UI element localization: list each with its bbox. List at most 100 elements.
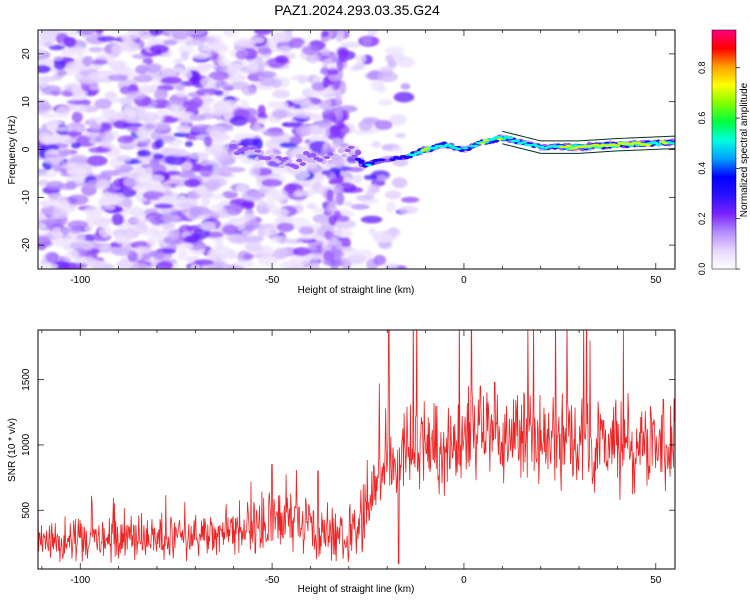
noise-blob — [88, 146, 110, 154]
noise-blob — [335, 221, 345, 230]
noise-blob — [354, 54, 366, 63]
signal-cell — [410, 153, 417, 157]
snr-y-axis-label: SNR (10 * v/v) — [7, 418, 18, 482]
signal-band — [230, 130, 675, 170]
noise-blob — [211, 260, 229, 269]
noise-blob — [292, 247, 311, 257]
noise-blob — [241, 213, 256, 221]
noise-blob — [70, 92, 88, 101]
noise-blob — [184, 140, 194, 147]
noise-blob — [214, 237, 224, 249]
noise-blob — [378, 83, 387, 94]
noise-blob — [143, 180, 163, 191]
noise-blob — [197, 127, 207, 133]
noise-blob — [146, 238, 156, 248]
noise-blob — [193, 259, 214, 266]
signal-cell — [347, 150, 355, 155]
noise-blob — [337, 47, 349, 58]
noise-blob — [98, 245, 114, 254]
noise-blob — [241, 158, 258, 164]
signal-cell — [379, 158, 386, 162]
noise-blob — [256, 199, 267, 207]
noise-blob — [298, 226, 315, 235]
noise-blob — [184, 40, 205, 46]
noise-blob — [97, 35, 117, 42]
noise-blob — [126, 124, 139, 132]
noise-blob — [38, 223, 47, 230]
noise-blob — [161, 67, 177, 79]
noise-blob — [277, 45, 291, 53]
colorbar-tick-label: 0.4 — [697, 162, 707, 175]
noise-blob — [308, 261, 320, 269]
noise-blob — [104, 91, 116, 99]
noise-blob — [350, 203, 370, 210]
noise-blob — [38, 47, 46, 57]
noise-blob — [243, 235, 264, 243]
noise-blob — [116, 201, 126, 207]
noise-blob — [262, 228, 279, 236]
noise-blob — [137, 129, 149, 142]
noise-blob — [88, 46, 104, 53]
noise-blob — [132, 206, 141, 219]
noise-blob — [68, 30, 80, 36]
noise-blob — [384, 190, 402, 200]
noise-blob — [305, 253, 324, 261]
noise-blob — [374, 175, 389, 181]
noise-blob — [107, 60, 127, 69]
noise-blob — [215, 80, 229, 89]
signal-cell — [230, 139, 237, 145]
noise-blob — [95, 30, 104, 35]
noise-blob — [336, 30, 345, 41]
noise-blob — [298, 145, 313, 154]
noise-blob — [55, 134, 72, 141]
noise-blob — [273, 208, 289, 217]
noise-blob — [195, 185, 208, 195]
noise-blob — [360, 215, 383, 224]
signal-edge-lower — [502, 143, 675, 154]
noise-blob — [156, 261, 174, 269]
snr-x-tick-label: -100 — [70, 575, 90, 586]
signal-cell — [240, 147, 248, 152]
noise-blob — [400, 196, 420, 203]
signal-cell — [309, 152, 317, 158]
spectrogram-y-tick-label: -10 — [21, 190, 32, 205]
noise-blob — [325, 204, 338, 213]
noise-blob — [38, 235, 51, 248]
colorbar: 0.0 0.2 0.4 0.6 0.8 Normalized spectral ampl… — [697, 29, 750, 275]
noise-blob — [322, 117, 330, 124]
noise-blob — [393, 91, 415, 103]
noise-blob — [374, 119, 393, 130]
signal-cell — [271, 163, 279, 166]
noise-blob — [55, 106, 71, 119]
noise-blob — [171, 104, 180, 112]
noise-blob — [170, 110, 186, 119]
signal-cell — [506, 136, 514, 140]
noise-blob — [101, 192, 113, 198]
noise-blob — [340, 229, 353, 238]
signal-cell — [247, 149, 255, 155]
signal-cell — [358, 159, 365, 164]
noise-blob — [107, 74, 128, 82]
noise-blob — [61, 161, 83, 170]
noise-blob — [340, 41, 362, 49]
noise-blob — [221, 224, 239, 236]
noise-blob — [128, 218, 151, 224]
signal-cell — [233, 151, 241, 156]
noise-blob — [148, 226, 158, 234]
signal-cell — [254, 149, 262, 153]
noise-blob — [45, 252, 59, 263]
snr-x-tick-label: 50 — [650, 575, 662, 586]
signal-cell — [454, 147, 462, 151]
noise-blob — [245, 241, 263, 252]
noise-blob — [271, 108, 288, 119]
noise-blob — [89, 260, 105, 269]
noise-blob — [355, 194, 374, 201]
noise-blob — [339, 82, 347, 94]
signal-cell — [251, 145, 258, 150]
noise-blob — [116, 154, 132, 163]
signal-cell — [230, 143, 237, 149]
spectrogram-y-tick-label: 20 — [21, 48, 32, 60]
noise-blob — [180, 161, 193, 172]
noise-blob — [41, 85, 62, 96]
